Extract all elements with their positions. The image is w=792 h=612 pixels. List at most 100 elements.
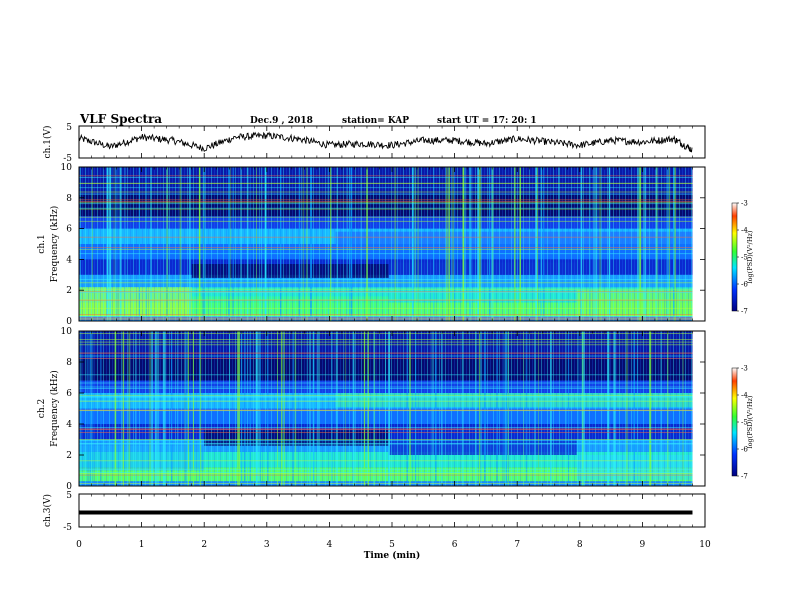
ch1-spike: [535, 167, 537, 321]
ch1-spike: [462, 167, 465, 321]
ch2-spike: [538, 331, 539, 486]
ch2-hline: [79, 440, 705, 441]
ch2-spike: [637, 331, 639, 486]
ch2-spike: [255, 331, 258, 486]
ch1-spike: [336, 167, 338, 321]
ch1-spike: [665, 167, 668, 321]
ch2-spike: [177, 331, 179, 486]
ch2-spike: [312, 331, 315, 486]
ch1-hline: [79, 201, 705, 202]
ch2-spike: [89, 331, 91, 486]
ch2-spike: [431, 331, 433, 486]
ch2-hline: [79, 443, 705, 444]
ch1-spike: [246, 167, 249, 321]
ch2-spike: [523, 331, 525, 486]
ch2-ytick-label: 6: [66, 389, 72, 399]
ch2-hline: [79, 374, 705, 376]
ch2-spike: [171, 331, 172, 486]
ch2-spike: [496, 331, 498, 486]
ch2-spike: [388, 331, 390, 486]
ch2-spike: [80, 331, 82, 486]
ch2-spike: [583, 331, 585, 486]
ch2-spike: [198, 331, 201, 486]
ch2-spike: [660, 331, 662, 486]
ch1-hline: [79, 208, 705, 210]
ch2-spike: [435, 331, 437, 486]
ch2-colorbar-tick-label: -4: [741, 392, 748, 400]
ch2-spike: [667, 331, 669, 486]
ch1-spike: [80, 167, 81, 321]
ch1-spike: [198, 167, 201, 321]
ch1-ylabel: Frequency (kHz): [49, 206, 60, 283]
ch1-ylabel: ch.1(V): [42, 126, 53, 159]
ch2-hline: [79, 344, 705, 346]
ch1-spike: [669, 167, 670, 321]
ch2-spike: [277, 331, 278, 486]
ch1-spike: [330, 167, 332, 321]
ch2-hline: [79, 396, 705, 397]
ch2-spike: [367, 331, 369, 486]
start-time-label: start UT = 17: 20: 1: [437, 116, 537, 126]
ch2-ytick-label: 2: [66, 451, 72, 461]
ch2-ytick-label: 8: [66, 358, 72, 368]
ch1-spike: [596, 167, 598, 321]
ch1-spike: [166, 167, 169, 321]
ch1-spike: [166, 167, 168, 321]
ch2-colorbar-tick-label: -5: [741, 419, 748, 427]
x-tick-label: 6: [452, 540, 458, 550]
ch1-hline: [79, 248, 705, 250]
ch2-spike: [247, 331, 249, 486]
ch2-spike: [581, 331, 584, 486]
ch1-spike: [542, 167, 545, 321]
ch1-spike: [469, 167, 472, 321]
ch1-spike: [145, 167, 148, 321]
station-label: station= KAP: [342, 116, 410, 126]
ch1-spike: [644, 167, 646, 321]
ch2-hline: [79, 339, 705, 340]
ch2-spike: [461, 331, 463, 486]
ch1-spike: [433, 167, 435, 321]
ch1-colorbar-tick-label: -5: [741, 254, 748, 262]
ch2-hline: [79, 439, 705, 440]
ch2-spike: [313, 331, 315, 486]
ch2-hline: [79, 358, 705, 359]
ch2-spike: [331, 331, 333, 486]
ch1-streaks: [79, 167, 705, 321]
ch2-ytick-label: 4: [66, 420, 72, 430]
ch2-spike: [479, 331, 481, 486]
ch1-spike: [116, 167, 118, 321]
ch1-hline: [79, 236, 705, 238]
ch2-hline: [79, 341, 705, 343]
ch1-ylabel-top: ch.1: [37, 234, 47, 253]
ch2-spike: [151, 331, 153, 486]
ch1-spike: [558, 167, 560, 321]
ch2-spike: [238, 331, 240, 486]
ch1-spike: [479, 167, 481, 321]
ch2-spike: [317, 331, 319, 486]
ch1-ytick-label: 2: [66, 286, 72, 296]
ch1-spike: [189, 167, 191, 321]
ch1-spike: [113, 167, 115, 321]
ch1-spike: [448, 167, 450, 321]
ch2-hline: [79, 472, 705, 473]
ch1-spike: [394, 167, 397, 321]
ch2-ytick-label: 10: [61, 327, 73, 337]
x-tick-label: 8: [577, 540, 583, 550]
ch1-hline: [79, 315, 705, 317]
x-tick-label: 10: [699, 540, 711, 550]
ch1-spike: [452, 167, 454, 321]
x-tick-label: 9: [640, 540, 646, 550]
ch2-spike: [633, 331, 635, 486]
ch1-spike: [249, 167, 251, 321]
ch2-colorbar: [731, 367, 738, 477]
ch1-spike: [232, 167, 234, 321]
ch2-spike: [363, 331, 366, 486]
ch2-hline: [79, 410, 705, 411]
ch2-hline: [79, 352, 705, 354]
ch2-spike: [155, 331, 157, 486]
ch1-spike: [639, 167, 642, 321]
ch1-hline: [79, 187, 705, 189]
ch1-ytick-label: 5: [66, 123, 72, 133]
ch2-spike: [184, 331, 187, 486]
